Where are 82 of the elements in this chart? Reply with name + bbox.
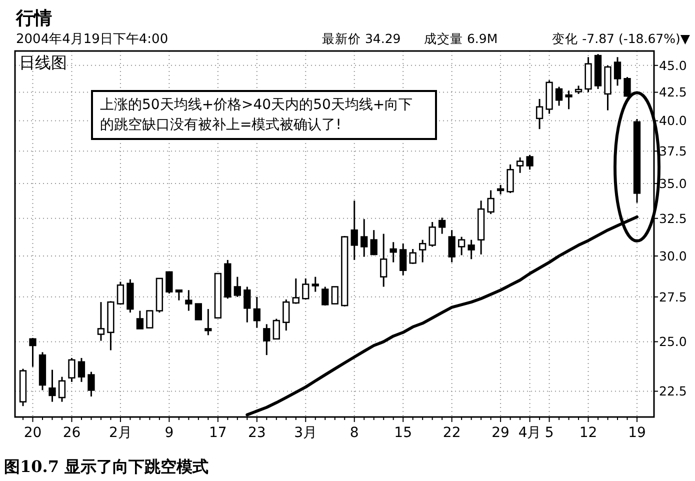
candlestick	[565, 90, 572, 110]
y-tick-label: 25.0	[659, 334, 687, 350]
y-tick-label: 22.5	[659, 384, 687, 399]
x-tick-label: 4月	[518, 425, 542, 441]
x-tick-label: 23	[248, 425, 266, 441]
candlestick	[78, 357, 86, 383]
candlestick	[487, 190, 494, 215]
x-tick-label: 20	[24, 425, 42, 441]
chart-subtitle: 2004年4月19日下午4:00	[16, 32, 168, 47]
candlestick	[58, 376, 66, 403]
candlestick	[614, 56, 622, 86]
candlestick	[322, 286, 329, 306]
candlestick	[360, 218, 368, 258]
candlestick	[496, 184, 504, 196]
candlestick	[48, 369, 56, 403]
candlestick	[244, 286, 251, 324]
candlestick	[390, 241, 397, 264]
candlestick	[409, 248, 416, 265]
y-tick-label: 27.5	[659, 289, 687, 304]
y-tick-label: 40.0	[659, 113, 687, 128]
candlestick	[458, 236, 466, 256]
candlestick	[253, 296, 260, 329]
x-tick-label: 12	[579, 425, 598, 441]
candlestick	[204, 308, 212, 336]
candlestick	[234, 276, 241, 298]
candlestick	[146, 310, 154, 328]
candlestick	[448, 229, 456, 264]
candlestick	[350, 200, 358, 261]
candlestick	[136, 310, 144, 330]
y-tick-label: 32.5	[659, 210, 687, 226]
x-tick-label: 15	[394, 425, 412, 441]
candlestick	[624, 76, 631, 98]
chart-title: 行情	[15, 8, 52, 29]
candlestick	[88, 371, 95, 398]
text: 最新价 34.29	[322, 31, 401, 46]
x-tick-label: 17	[209, 425, 227, 441]
candlestick	[400, 242, 407, 276]
text: 变化 -7.87 (-18.67%)▼	[552, 31, 690, 46]
candlestick	[468, 239, 475, 260]
candlestick	[506, 164, 514, 194]
candlestick	[419, 239, 426, 264]
candlestick	[68, 357, 76, 383]
candlestick	[194, 303, 202, 320]
candlestick	[282, 298, 290, 332]
x-tick-label: 19	[628, 425, 646, 441]
candlestick	[312, 276, 319, 293]
caption: 图10.7 显示了向下跳空模式	[4, 457, 209, 476]
y-tick-label: 45.0	[659, 58, 687, 73]
candlestick	[97, 301, 105, 342]
candlestick	[166, 271, 173, 294]
candlestick	[380, 233, 388, 288]
x-tick-label: 26	[62, 425, 81, 441]
y-tick-label: 35.0	[659, 176, 687, 191]
y-tick-label: 30.0	[659, 248, 687, 264]
text: 成交量 6.9M	[424, 31, 498, 46]
x-tick-label: 29	[492, 425, 510, 441]
annotation: 日线图	[19, 53, 67, 72]
x-tick-label: 5	[544, 425, 554, 441]
candlestick	[516, 156, 524, 174]
candlestick	[536, 98, 544, 130]
candlestick	[263, 323, 270, 356]
x-tick-label: 8	[350, 425, 359, 441]
x-tick-label: 9	[164, 425, 174, 441]
y-tick-label: 37.5	[659, 143, 687, 158]
candlestick	[526, 154, 534, 170]
candlestick	[555, 86, 563, 106]
candlestick	[272, 318, 280, 340]
x-tick-label: 22	[442, 425, 461, 441]
candlestick	[175, 289, 183, 302]
y-tick-label: 42.5	[659, 84, 687, 100]
candlestick	[428, 221, 436, 248]
x-tick-label: 2月	[109, 425, 132, 441]
x-tick-label: 3月	[294, 425, 318, 441]
candlestick	[185, 289, 192, 312]
annotation: 上涨的50天均线+价格>40天内的50天均线+向下的跳空缺口没有被补上=模式被确认了!	[100, 97, 413, 133]
candlestick	[116, 281, 124, 306]
candlestick	[29, 337, 36, 368]
candlestick	[331, 286, 338, 304]
candlestick	[438, 216, 446, 235]
candlestick	[292, 278, 300, 305]
candlestick	[302, 278, 310, 300]
candlestick	[370, 229, 378, 256]
